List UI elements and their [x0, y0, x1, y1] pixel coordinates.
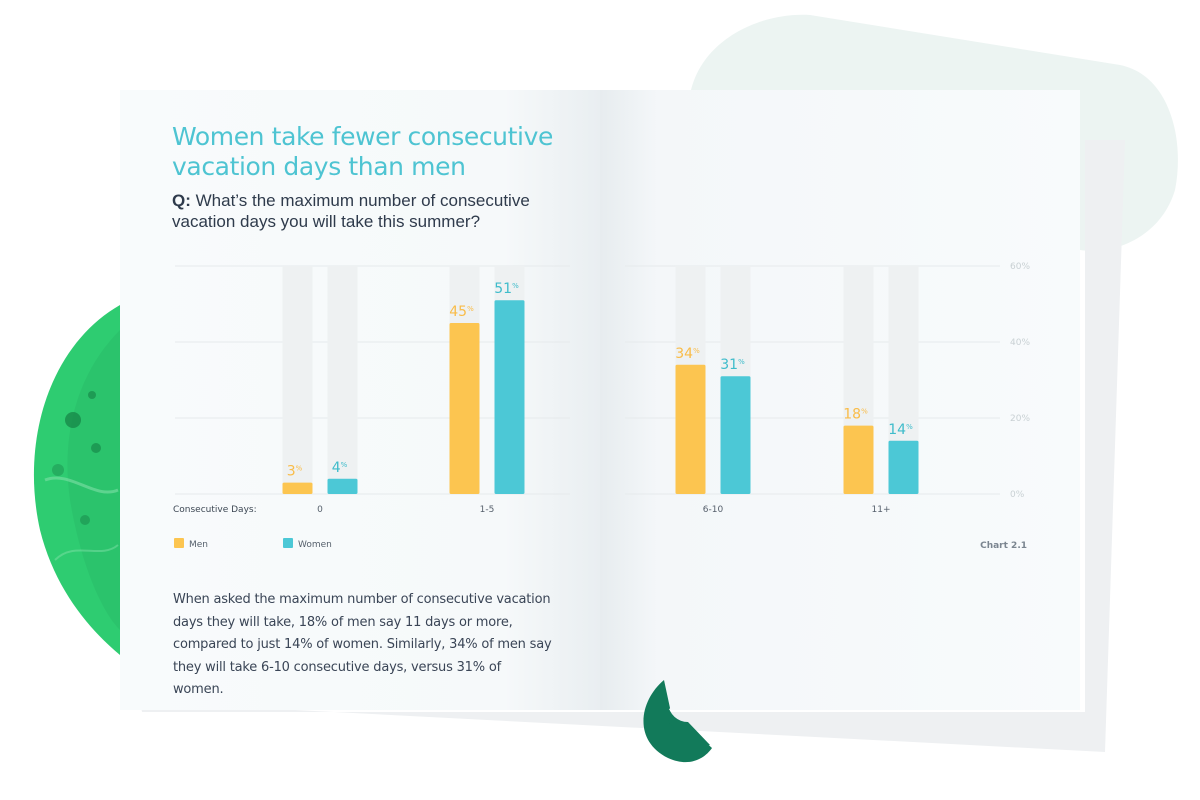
data-label-suffix: % — [861, 408, 868, 416]
data-label-suffix: % — [738, 358, 745, 366]
data-label-suffix: % — [467, 305, 474, 313]
bar-women — [327, 478, 358, 494]
bar-men — [282, 482, 313, 494]
legend-label-women: Women — [298, 540, 332, 550]
legend-label-men: Men — [189, 540, 208, 550]
data-label-suffix: % — [512, 282, 519, 290]
data-label-suffix: % — [906, 423, 913, 431]
bar-men — [675, 364, 706, 494]
data-label-value: 31 — [720, 357, 738, 373]
summary-paragraph: When asked the maximum number of consecu… — [173, 592, 552, 697]
bar-women — [888, 440, 919, 494]
data-label-value: 51 — [494, 281, 512, 297]
data-label-value: 45 — [449, 304, 467, 320]
y-tick-label: 0% — [1010, 490, 1025, 500]
page-title: Women take fewer consecutive vacation da… — [172, 122, 553, 181]
bar-women — [720, 376, 751, 494]
background-shape — [690, 14, 1178, 251]
bar-women — [494, 300, 525, 494]
data-label-suffix: % — [693, 347, 700, 355]
x-tick-label: 11+ — [872, 505, 891, 515]
data-label: 14% — [888, 422, 913, 438]
data-label: 45% — [449, 304, 474, 320]
data-label: 31% — [720, 357, 745, 373]
data-label: 34% — [675, 346, 700, 362]
bar-men — [843, 425, 874, 494]
y-tick-label: 60% — [1010, 262, 1030, 272]
question-text: What’s the maximum number of consecutive… — [172, 191, 530, 231]
data-label: 51% — [494, 281, 519, 297]
data-label-value: 4 — [332, 460, 341, 476]
data-label-value: 14 — [888, 422, 906, 438]
data-label-value: 18 — [843, 407, 861, 423]
x-tick-label: 6-10 — [703, 505, 724, 515]
chart-caption: Chart 2.1 — [980, 541, 1027, 551]
data-label: 4% — [332, 460, 348, 476]
data-label: 3% — [287, 464, 303, 480]
data-label-value: 3 — [287, 464, 296, 480]
data-label-suffix: % — [341, 461, 348, 469]
legend-swatch-women — [283, 538, 293, 548]
y-tick-label: 20% — [1010, 414, 1030, 424]
question-prefix: Q: — [172, 191, 191, 210]
data-label-suffix: % — [296, 465, 303, 473]
data-label: 18% — [843, 407, 868, 423]
bar-men — [449, 323, 480, 494]
bar-track — [327, 266, 358, 494]
data-label-value: 34 — [675, 346, 693, 362]
green-texture-blob — [33, 305, 120, 655]
y-tick-label: 40% — [1010, 338, 1030, 348]
x-tick-label: 1-5 — [480, 505, 495, 515]
x-axis-title: Consecutive Days: — [173, 505, 257, 515]
green-arc-shape — [643, 680, 712, 763]
x-tick-label: 0 — [317, 505, 323, 515]
bar-track — [282, 266, 313, 494]
legend-swatch-men — [174, 538, 184, 548]
survey-question: Q: What’s the maximum number of consecut… — [172, 190, 572, 232]
